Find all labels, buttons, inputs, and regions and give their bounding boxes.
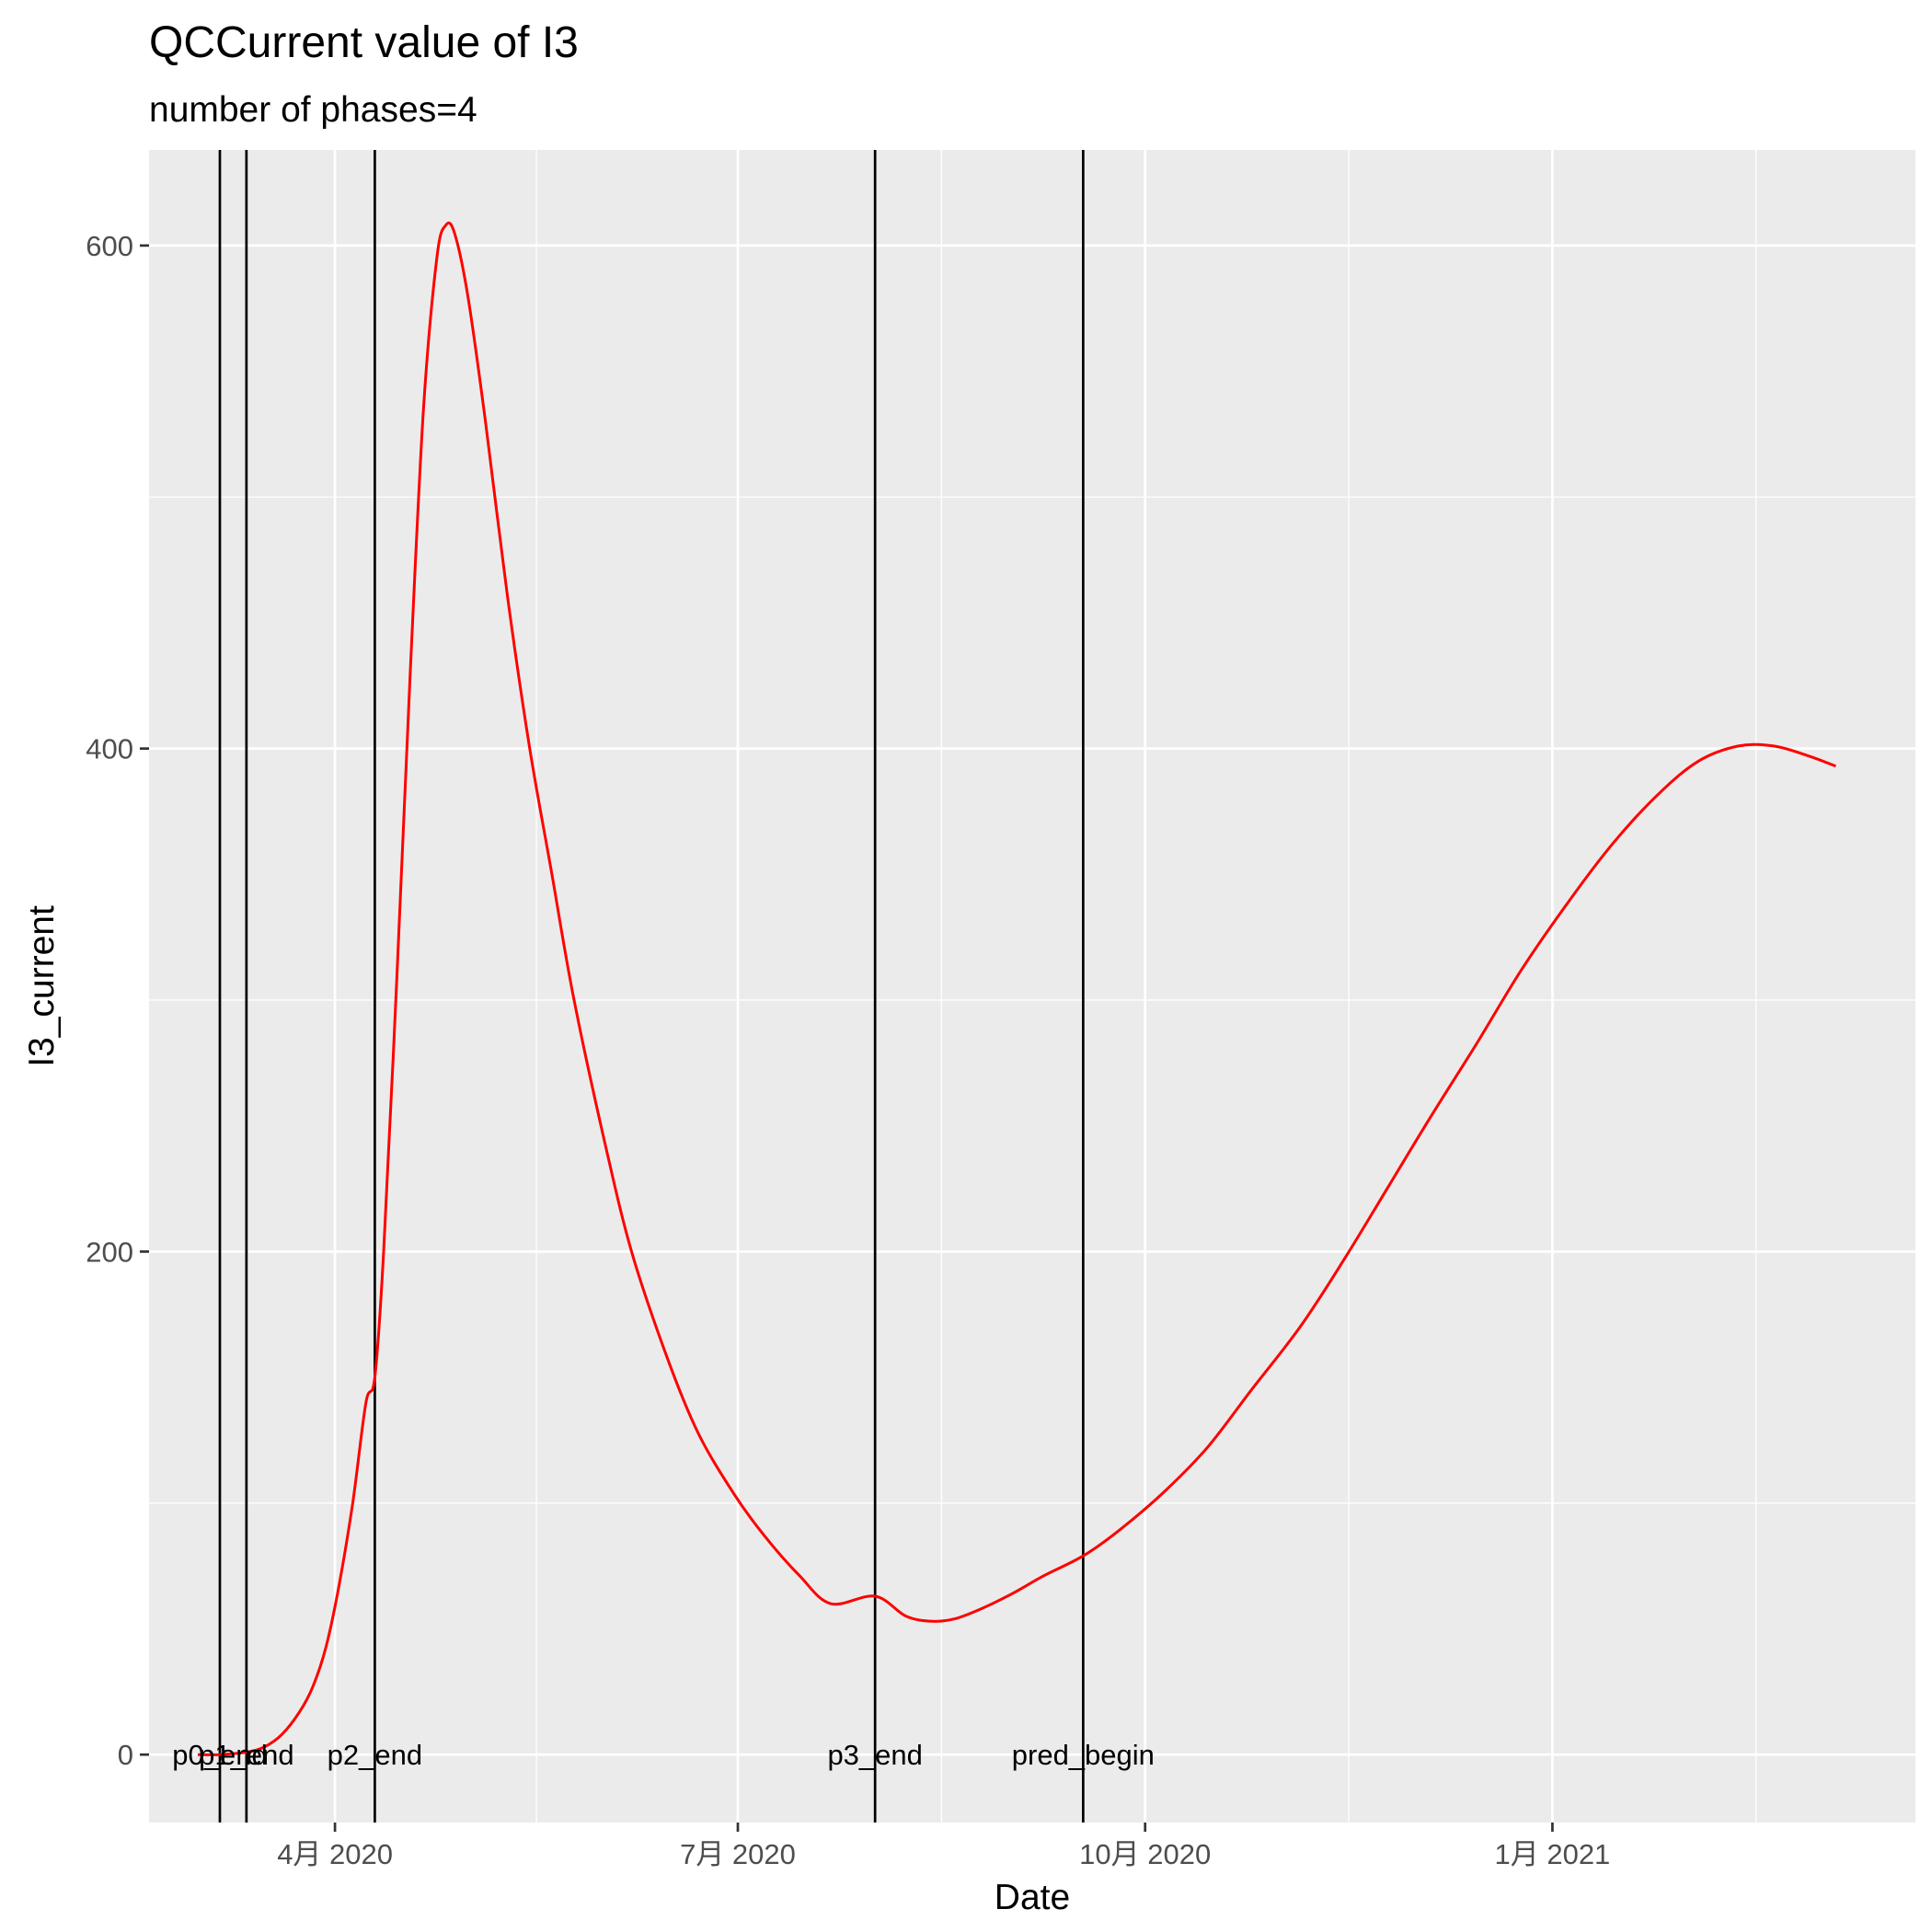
y-axis: 0 200 400 600: [86, 230, 149, 1771]
vline-label-p2_end: p2_end: [328, 1739, 422, 1771]
phase-lines: [218, 150, 1085, 1823]
y-tick-label: 0: [118, 1739, 133, 1771]
chart-title: QCCurrent value of I3: [149, 18, 579, 67]
x-axis: 4月 2020 7月 2020 10月 2020 1月 2021: [277, 1823, 1610, 1870]
vline-label-p1_end: p1_end: [199, 1739, 293, 1771]
vline-label-p3_end: p3_end: [827, 1739, 922, 1771]
y-tick-label: 600: [86, 230, 133, 262]
y-tick-label: 200: [86, 1236, 133, 1268]
vline-label-pred_begin: pred_begin: [1012, 1739, 1155, 1771]
x-axis-title: Date: [995, 1878, 1070, 1917]
x-tick-label: 1月 2021: [1494, 1838, 1610, 1870]
y-tick-label: 400: [86, 733, 133, 765]
grid-lines: [149, 150, 1915, 1823]
vline-label-p0_end: p0_end: [172, 1739, 267, 1771]
plot-panel: [149, 150, 1915, 1823]
series-line-0: [197, 221, 1836, 1756]
x-tick-label: 10月 2020: [1079, 1838, 1211, 1870]
series-group: [197, 221, 1836, 1756]
chart-subtitle: number of phases=4: [149, 90, 477, 130]
y-axis-title: I3_current: [22, 905, 62, 1067]
x-tick-label: 4月 2020: [277, 1838, 393, 1870]
x-tick-label: 7月 2020: [680, 1838, 796, 1870]
